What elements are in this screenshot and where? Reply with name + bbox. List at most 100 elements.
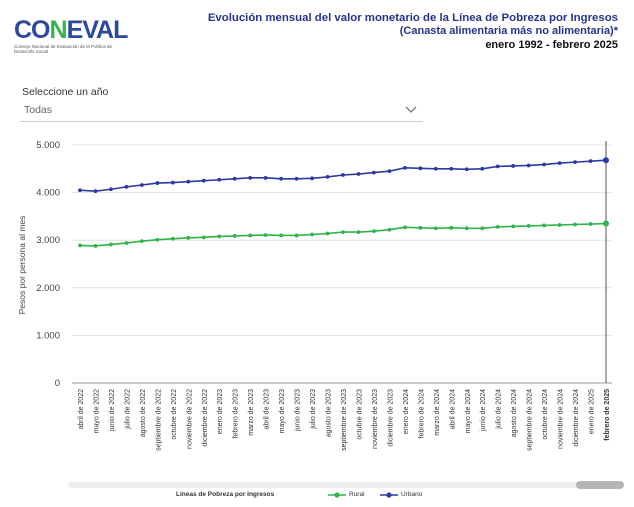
data-point-urbano[interactable] (588, 159, 593, 164)
x-tick-label: agosto de 2024 (511, 389, 518, 437)
chart-header: Evolución mensual del valor monetario de… (148, 12, 618, 52)
data-point-urbano[interactable] (603, 157, 609, 164)
chart-grid (72, 141, 612, 384)
data-point-rural[interactable] (155, 237, 160, 242)
data-point-urbano[interactable] (109, 187, 113, 192)
data-point-rural[interactable] (603, 220, 609, 227)
data-point-rural[interactable] (511, 224, 516, 229)
data-point-urbano[interactable] (170, 180, 175, 185)
x-tick-label: octubre de 2024 (542, 389, 549, 440)
data-point-urbano[interactable] (480, 166, 485, 171)
data-point-urbano[interactable] (511, 164, 516, 168)
y-tick-label: 0 (55, 378, 60, 389)
x-tick-label: julio de 2024 (496, 389, 503, 430)
data-point-rural[interactable] (480, 226, 485, 231)
data-point-rural[interactable] (124, 241, 129, 245)
data-point-rural[interactable] (495, 224, 500, 229)
data-point-urbano[interactable] (526, 163, 531, 168)
coneval-logo: CONEVAL Consejo Nacional de Evaluación d… (14, 16, 128, 55)
data-point-urbano[interactable] (93, 189, 98, 194)
x-tick-label: diciembre de 2022 (202, 389, 209, 447)
data-point-urbano[interactable] (495, 164, 500, 169)
data-point-rural[interactable] (449, 225, 454, 230)
x-tick-label: enero de 2023 (217, 389, 224, 434)
data-point-urbano[interactable] (341, 173, 345, 177)
chart-legend: Líneas de Pobreza por Ingresos Rural Urb… (0, 488, 634, 502)
data-point-urbano[interactable] (217, 177, 222, 182)
data-point-rural[interactable] (526, 224, 531, 228)
data-point-rural[interactable] (201, 235, 206, 240)
data-point-urbano[interactable] (186, 179, 191, 184)
x-tick-label: diciembre de 2023 (387, 389, 394, 447)
x-tick-label: septiembre de 2024 (527, 389, 534, 451)
x-tick-label: octubre de 2022 (171, 389, 178, 440)
data-point-rural[interactable] (78, 243, 82, 248)
data-point-urbano[interactable] (263, 175, 268, 180)
data-point-urbano[interactable] (201, 178, 206, 183)
data-point-urbano[interactable] (573, 160, 577, 165)
data-point-rural[interactable] (372, 229, 376, 234)
data-point-rural[interactable] (186, 235, 191, 240)
year-select[interactable]: Todas (20, 100, 423, 122)
data-point-urbano[interactable] (418, 166, 423, 171)
data-point-rural[interactable] (93, 244, 98, 248)
data-point-rural[interactable] (356, 230, 361, 235)
data-point-rural[interactable] (433, 226, 438, 231)
data-point-rural[interactable] (402, 225, 407, 230)
data-point-urbano[interactable] (232, 176, 237, 181)
data-point-urbano[interactable] (387, 169, 392, 174)
x-tick-label: mayo de 2023 (279, 389, 286, 433)
data-point-rural[interactable] (573, 222, 577, 227)
data-point-rural[interactable] (464, 226, 469, 231)
data-point-rural[interactable] (542, 223, 547, 228)
data-point-urbano[interactable] (248, 175, 253, 180)
data-point-urbano[interactable] (464, 167, 469, 172)
data-point-rural[interactable] (325, 231, 330, 236)
data-point-urbano[interactable] (557, 161, 562, 165)
data-point-rural[interactable] (248, 233, 253, 238)
data-point-urbano[interactable] (372, 170, 376, 175)
data-point-urbano[interactable] (402, 165, 407, 170)
data-point-rural[interactable] (341, 230, 345, 235)
chart-scrollbar-track[interactable] (68, 482, 624, 488)
data-point-rural[interactable] (170, 236, 175, 241)
data-point-urbano[interactable] (124, 184, 129, 189)
data-point-rural[interactable] (310, 232, 314, 237)
data-point-urbano[interactable] (449, 166, 454, 171)
chart-title: Evolución mensual del valor monetario de… (207, 12, 618, 24)
data-point-rural[interactable] (139, 239, 144, 244)
data-point-rural[interactable] (588, 222, 593, 226)
data-point-urbano[interactable] (310, 176, 314, 181)
data-point-rural[interactable] (232, 234, 237, 238)
data-point-rural[interactable] (294, 233, 299, 238)
y-tick-label: 4.000 (36, 188, 60, 199)
data-point-urbano[interactable] (294, 176, 299, 181)
logo-subtitle: Consejo Nacional de Evaluación de la Pol… (14, 44, 113, 54)
data-point-urbano[interactable] (155, 181, 160, 185)
x-tick-label: enero de 2024 (403, 389, 410, 434)
data-point-rural[interactable] (557, 223, 562, 227)
line-chart: 0 1.000 2.000 3.000 4.000 5.000 Pesos por per… (17, 140, 612, 451)
data-point-urbano[interactable] (139, 183, 144, 187)
x-tick-label: octubre de 2023 (356, 389, 363, 440)
data-point-rural[interactable] (387, 227, 392, 232)
x-tick-label: noviembre de 2024 (558, 389, 565, 449)
data-point-rural[interactable] (263, 233, 268, 237)
data-point-urbano[interactable] (542, 162, 547, 167)
x-tick-label: junio de 2023 (295, 389, 302, 432)
data-point-urbano[interactable] (78, 188, 82, 193)
data-point-urbano[interactable] (279, 176, 284, 181)
logo-wordmark: CONEVAL (14, 16, 128, 44)
x-axis-ticks: abril de 2022 mayo de 2022 junio de 2022 ju… (78, 389, 611, 451)
data-point-urbano[interactable] (325, 174, 330, 179)
data-point-rural[interactable] (279, 233, 284, 238)
chevron-down-icon (405, 106, 417, 113)
data-point-rural[interactable] (217, 234, 222, 239)
data-point-rural[interactable] (418, 225, 423, 230)
data-point-urbano[interactable] (433, 166, 438, 171)
data-point-rural[interactable] (109, 242, 113, 247)
chart-scrollbar-thumb[interactable] (576, 481, 624, 489)
year-select-value: Todas (24, 104, 53, 116)
x-tick-label: abril de 2024 (449, 389, 456, 430)
data-point-urbano[interactable] (356, 172, 361, 176)
